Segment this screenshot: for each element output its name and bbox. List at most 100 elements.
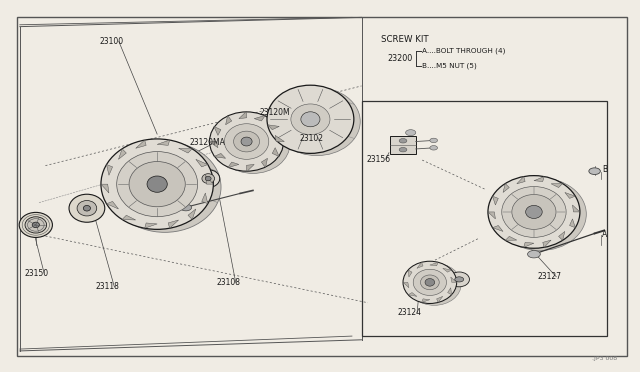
Polygon shape (275, 135, 284, 141)
Ellipse shape (101, 139, 213, 230)
Text: 23118: 23118 (95, 282, 119, 291)
Text: .JP3 008: .JP3 008 (592, 356, 617, 361)
Polygon shape (543, 240, 551, 247)
Ellipse shape (399, 138, 407, 143)
Polygon shape (145, 223, 157, 228)
Polygon shape (136, 140, 146, 148)
Polygon shape (516, 177, 525, 184)
Polygon shape (205, 175, 213, 184)
Bar (362, 101, 607, 336)
Text: 23150: 23150 (25, 269, 49, 278)
Ellipse shape (420, 275, 439, 290)
Polygon shape (188, 209, 196, 219)
Ellipse shape (403, 261, 457, 304)
Text: 23102: 23102 (300, 134, 324, 143)
Ellipse shape (205, 176, 211, 181)
Polygon shape (122, 215, 136, 220)
Ellipse shape (589, 168, 600, 174)
Text: 23156: 23156 (367, 155, 391, 164)
Polygon shape (447, 288, 452, 295)
Polygon shape (559, 231, 565, 240)
Ellipse shape (502, 186, 566, 237)
Polygon shape (524, 243, 534, 247)
Ellipse shape (109, 142, 221, 232)
Ellipse shape (525, 205, 542, 218)
Polygon shape (493, 225, 503, 231)
Polygon shape (403, 282, 409, 288)
Text: 23120M: 23120M (259, 108, 290, 117)
Ellipse shape (147, 176, 167, 192)
Text: 23108: 23108 (216, 278, 241, 287)
Polygon shape (268, 125, 279, 130)
Text: 23124: 23124 (398, 308, 422, 317)
Polygon shape (430, 262, 438, 266)
Polygon shape (118, 149, 126, 159)
Ellipse shape (216, 114, 290, 173)
Polygon shape (408, 292, 417, 296)
Polygon shape (408, 270, 412, 277)
Ellipse shape (449, 272, 469, 287)
Polygon shape (157, 140, 170, 145)
Polygon shape (488, 212, 495, 219)
Ellipse shape (241, 137, 252, 146)
Polygon shape (106, 164, 113, 175)
Bar (390, 137, 416, 154)
Polygon shape (493, 196, 499, 205)
Polygon shape (239, 111, 246, 119)
Text: 23120MA: 23120MA (189, 138, 225, 147)
Ellipse shape (234, 131, 260, 152)
Ellipse shape (512, 195, 556, 230)
Ellipse shape (32, 222, 40, 228)
Ellipse shape (399, 147, 407, 152)
Text: 23200: 23200 (387, 54, 412, 62)
Text: 23100: 23100 (100, 37, 124, 46)
Ellipse shape (406, 130, 416, 136)
Polygon shape (503, 183, 509, 192)
Polygon shape (534, 177, 544, 182)
Polygon shape (573, 205, 580, 212)
Polygon shape (551, 183, 563, 187)
Polygon shape (505, 236, 516, 240)
Ellipse shape (408, 263, 461, 305)
Polygon shape (214, 153, 226, 158)
Ellipse shape (301, 112, 320, 127)
Ellipse shape (273, 87, 360, 155)
Text: SCREW KIT: SCREW KIT (381, 35, 428, 44)
Polygon shape (246, 164, 254, 172)
Ellipse shape (413, 269, 447, 295)
Polygon shape (443, 268, 452, 272)
Text: A: A (602, 230, 607, 239)
Ellipse shape (196, 170, 220, 187)
Polygon shape (106, 201, 118, 209)
Polygon shape (101, 184, 109, 193)
Ellipse shape (116, 152, 198, 217)
Ellipse shape (488, 176, 580, 248)
Polygon shape (570, 219, 575, 228)
Ellipse shape (25, 217, 47, 233)
Polygon shape (565, 192, 575, 198)
Polygon shape (422, 299, 430, 302)
Polygon shape (168, 220, 179, 228)
Polygon shape (196, 159, 208, 167)
Ellipse shape (77, 201, 97, 216)
Polygon shape (436, 296, 443, 302)
Polygon shape (202, 193, 208, 204)
Ellipse shape (494, 178, 586, 250)
Ellipse shape (202, 174, 214, 183)
Ellipse shape (129, 161, 185, 207)
Ellipse shape (19, 212, 52, 237)
Polygon shape (214, 126, 221, 135)
Ellipse shape (225, 124, 269, 159)
Ellipse shape (527, 250, 540, 258)
Polygon shape (179, 148, 192, 153)
Polygon shape (451, 277, 457, 282)
Polygon shape (417, 262, 423, 268)
Polygon shape (261, 158, 268, 168)
Ellipse shape (430, 138, 438, 142)
Ellipse shape (425, 279, 435, 286)
Polygon shape (254, 115, 266, 121)
Text: 23127: 23127 (537, 272, 561, 281)
Text: A....BOLT THROUGH (4): A....BOLT THROUGH (4) (422, 48, 506, 54)
Ellipse shape (83, 205, 90, 211)
Polygon shape (228, 162, 239, 168)
